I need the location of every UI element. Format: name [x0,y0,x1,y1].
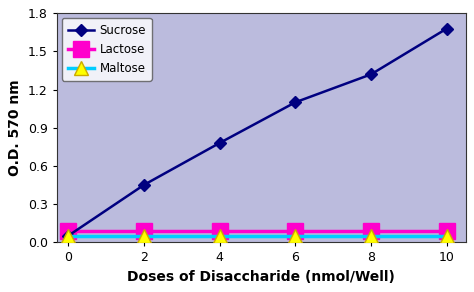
Sucrose [141,183,147,187]
Maltose [368,234,374,237]
Maltose [65,234,71,237]
Lactose [141,229,147,232]
Maltose [217,234,222,237]
Legend: Sucrose, Lactose, Maltose: Sucrose, Lactose, Maltose [62,18,152,81]
Line: Sucrose: Sucrose [64,25,451,240]
X-axis label: Doses of Disaccharide (nmol/Well): Doses of Disaccharide (nmol/Well) [128,270,395,284]
Y-axis label: O.D. 570 nm: O.D. 570 nm [9,79,22,176]
Lactose [368,229,374,232]
Line: Maltose: Maltose [61,229,454,243]
Lactose [444,229,449,232]
Line: Lactose: Lactose [61,223,455,238]
Sucrose [292,100,298,104]
Lactose [65,229,71,232]
Lactose [217,229,222,232]
Sucrose [65,234,71,237]
Sucrose [444,27,449,30]
Lactose [292,229,298,232]
Maltose [444,234,449,237]
Maltose [292,234,298,237]
Maltose [141,234,147,237]
Sucrose [217,141,222,145]
Sucrose [368,73,374,76]
